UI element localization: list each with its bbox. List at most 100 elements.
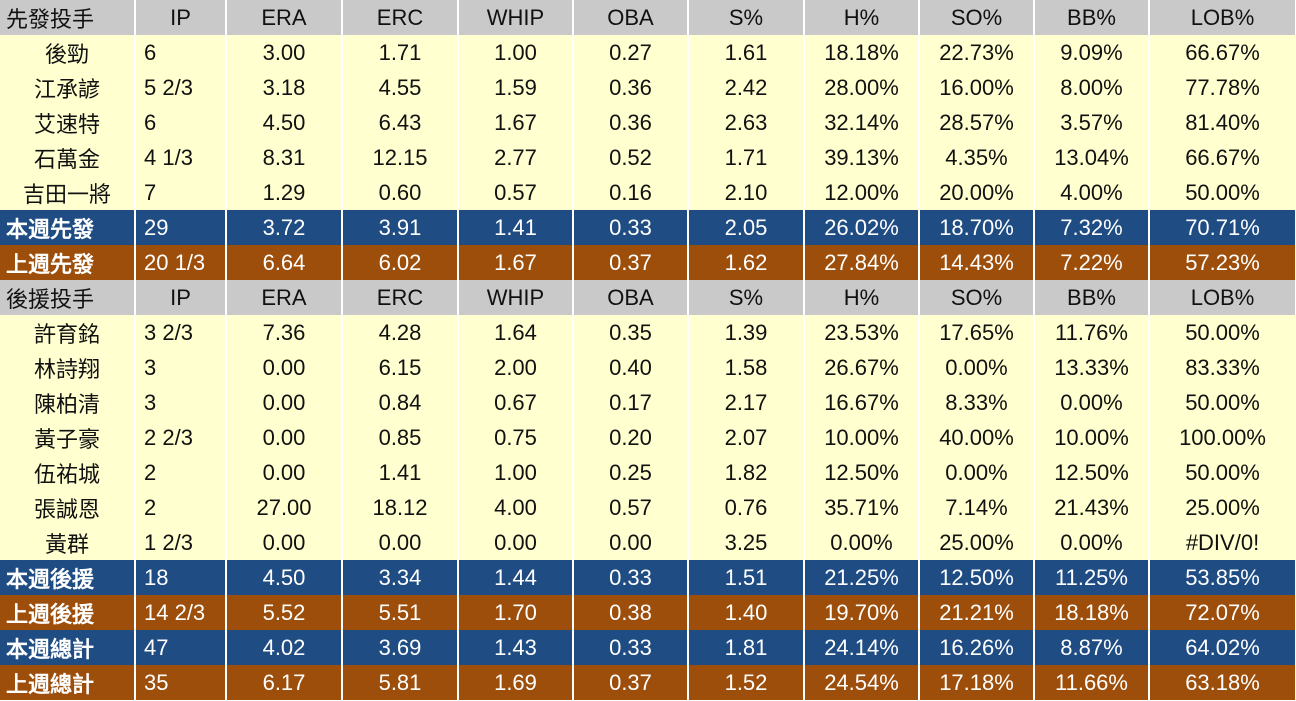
section-header-label: 後援投手 bbox=[0, 280, 136, 315]
stat-ip: 2 bbox=[135, 455, 227, 490]
stat-bb-pct: 7.32% bbox=[1034, 210, 1150, 245]
stat-lob-pct: 72.07% bbox=[1149, 595, 1296, 630]
header-row: 後援投手 IP ERA ERC WHIP OBA S% H% SO% BB% LOB% bbox=[0, 280, 1296, 315]
column-header-era: ERA bbox=[226, 280, 343, 315]
column-header-h-pct: H% bbox=[804, 280, 920, 315]
stat-lob-pct: 57.23% bbox=[1149, 245, 1296, 280]
column-header-bb-pct: BB% bbox=[1034, 0, 1150, 35]
stat-s-pct: 1.40 bbox=[688, 595, 805, 630]
pitcher-name: 本週先發 bbox=[0, 210, 136, 245]
stat-h-pct: 24.54% bbox=[804, 665, 920, 700]
stat-erc: 4.55 bbox=[342, 70, 459, 105]
stat-s-pct: 1.51 bbox=[688, 560, 805, 595]
pitcher-row: 江承諺 5 2/3 3.18 4.55 1.59 0.36 2.42 28.00% 16.00%… bbox=[0, 70, 1296, 105]
pitcher-name: 張誠恩 bbox=[0, 490, 136, 525]
stat-ip: 6 bbox=[135, 35, 227, 70]
stat-era: 7.36 bbox=[226, 315, 343, 350]
stat-whip: 1.43 bbox=[458, 630, 574, 665]
stat-h-pct: 16.67% bbox=[804, 385, 920, 420]
column-header-erc: ERC bbox=[342, 280, 459, 315]
this-week-total-row: 本週總計 47 4.02 3.69 1.43 0.33 1.81 24.14% 16.26% 8.… bbox=[0, 630, 1296, 665]
stat-erc: 6.43 bbox=[342, 105, 459, 140]
column-header-era: ERA bbox=[226, 0, 343, 35]
stat-era: 3.00 bbox=[226, 35, 343, 70]
pitcher-name: 吉田一將 bbox=[0, 175, 136, 210]
last-week-summary-row: 上週後援 14 2/3 5.52 5.51 1.70 0.38 1.40 19.70% 21.2… bbox=[0, 595, 1296, 630]
stat-lob-pct: 50.00% bbox=[1149, 385, 1296, 420]
column-header-erc: ERC bbox=[342, 0, 459, 35]
stat-ip: 20 1/3 bbox=[135, 245, 227, 280]
pitcher-name: 艾速特 bbox=[0, 105, 136, 140]
pitcher-name: 後勁 bbox=[0, 35, 136, 70]
pitcher-name: 林詩翔 bbox=[0, 350, 136, 385]
stat-s-pct: 1.39 bbox=[688, 315, 805, 350]
stat-bb-pct: 18.18% bbox=[1034, 595, 1150, 630]
stat-so-pct: 4.35% bbox=[919, 140, 1035, 175]
stat-whip: 2.00 bbox=[458, 350, 574, 385]
stat-oba: 0.17 bbox=[573, 385, 689, 420]
pitcher-name: 上週總計 bbox=[0, 665, 136, 700]
stat-s-pct: 2.07 bbox=[688, 420, 805, 455]
stat-bb-pct: 11.76% bbox=[1034, 315, 1150, 350]
stat-whip: 1.64 bbox=[458, 315, 574, 350]
stat-lob-pct: #DIV/0! bbox=[1149, 525, 1296, 560]
stat-s-pct: 1.82 bbox=[688, 455, 805, 490]
pitcher-row: 吉田一將 7 1.29 0.60 0.57 0.16 2.10 12.00% 20.00% 4.0… bbox=[0, 175, 1296, 210]
stat-oba: 0.38 bbox=[573, 595, 689, 630]
stat-bb-pct: 11.25% bbox=[1034, 560, 1150, 595]
stat-whip: 1.67 bbox=[458, 105, 574, 140]
stat-oba: 0.52 bbox=[573, 140, 689, 175]
stat-era: 27.00 bbox=[226, 490, 343, 525]
stat-era: 0.00 bbox=[226, 385, 343, 420]
stat-h-pct: 0.00% bbox=[804, 525, 920, 560]
stat-oba: 0.36 bbox=[573, 70, 689, 105]
stat-lob-pct: 50.00% bbox=[1149, 175, 1296, 210]
pitcher-row: 陳柏清 3 0.00 0.84 0.67 0.17 2.17 16.67% 8.33% 0.00%… bbox=[0, 385, 1296, 420]
stat-ip: 47 bbox=[135, 630, 227, 665]
stat-lob-pct: 70.71% bbox=[1149, 210, 1296, 245]
stat-so-pct: 14.43% bbox=[919, 245, 1035, 280]
stat-ip: 18 bbox=[135, 560, 227, 595]
stat-lob-pct: 66.67% bbox=[1149, 35, 1296, 70]
stat-erc: 3.34 bbox=[342, 560, 459, 595]
column-header-oba: OBA bbox=[573, 280, 689, 315]
stat-era: 0.00 bbox=[226, 455, 343, 490]
stat-so-pct: 12.50% bbox=[919, 560, 1035, 595]
column-header-whip: WHIP bbox=[458, 0, 574, 35]
stat-so-pct: 25.00% bbox=[919, 525, 1035, 560]
column-header-ip: IP bbox=[135, 0, 227, 35]
stat-erc: 3.91 bbox=[342, 210, 459, 245]
stat-era: 5.52 bbox=[226, 595, 343, 630]
stat-erc: 6.02 bbox=[342, 245, 459, 280]
stat-whip: 4.00 bbox=[458, 490, 574, 525]
stat-ip: 35 bbox=[135, 665, 227, 700]
last-week-total-row: 上週總計 35 6.17 5.81 1.69 0.37 1.52 24.54% 17.18% 11… bbox=[0, 665, 1296, 700]
stat-s-pct: 1.58 bbox=[688, 350, 805, 385]
stat-oba: 0.35 bbox=[573, 315, 689, 350]
stat-era: 6.17 bbox=[226, 665, 343, 700]
stat-oba: 0.37 bbox=[573, 665, 689, 700]
stat-bb-pct: 13.04% bbox=[1034, 140, 1150, 175]
stat-oba: 0.00 bbox=[573, 525, 689, 560]
stat-lob-pct: 53.85% bbox=[1149, 560, 1296, 595]
stat-era: 4.50 bbox=[226, 560, 343, 595]
stat-erc: 0.60 bbox=[342, 175, 459, 210]
stat-whip: 2.77 bbox=[458, 140, 574, 175]
stat-s-pct: 1.52 bbox=[688, 665, 805, 700]
stat-oba: 0.36 bbox=[573, 105, 689, 140]
column-header-s-pct: S% bbox=[688, 280, 805, 315]
stat-ip: 6 bbox=[135, 105, 227, 140]
stat-whip: 1.70 bbox=[458, 595, 574, 630]
header-row: 先發投手 IP ERA ERC WHIP OBA S% H% SO% BB% LOB% bbox=[0, 0, 1296, 35]
stat-whip: 0.75 bbox=[458, 420, 574, 455]
stat-ip: 29 bbox=[135, 210, 227, 245]
pitcher-name: 黃子豪 bbox=[0, 420, 136, 455]
pitcher-row: 林詩翔 3 0.00 6.15 2.00 0.40 1.58 26.67% 0.00% 13.33… bbox=[0, 350, 1296, 385]
stat-bb-pct: 11.66% bbox=[1034, 665, 1150, 700]
stat-era: 4.02 bbox=[226, 630, 343, 665]
stat-s-pct: 2.42 bbox=[688, 70, 805, 105]
stat-whip: 1.00 bbox=[458, 455, 574, 490]
stat-whip: 1.67 bbox=[458, 245, 574, 280]
stat-h-pct: 19.70% bbox=[804, 595, 920, 630]
stat-so-pct: 8.33% bbox=[919, 385, 1035, 420]
